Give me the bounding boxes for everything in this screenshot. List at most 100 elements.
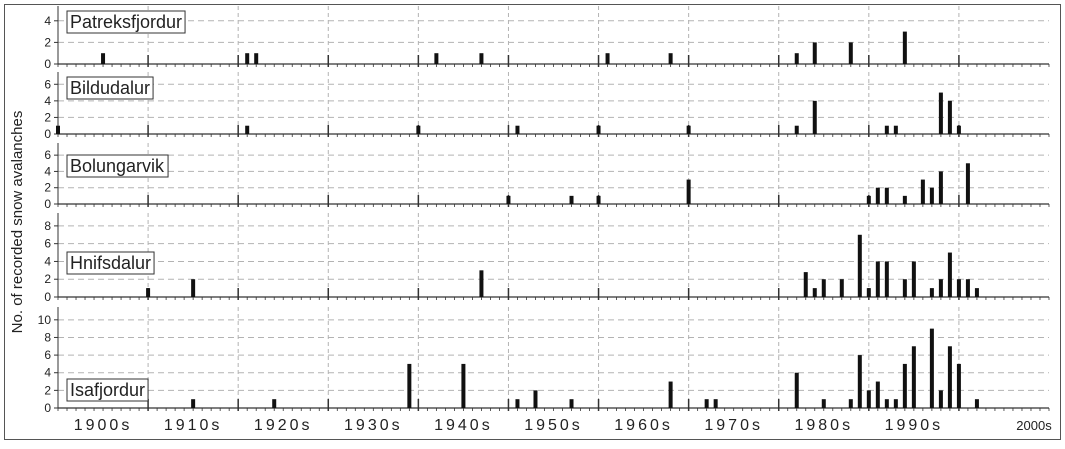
bar [713,399,718,408]
bar [245,53,250,64]
bar [902,363,907,408]
bar [821,279,826,297]
bar [596,195,601,204]
bar [857,355,862,408]
bar [884,399,889,408]
y-tick-label: 2 [44,383,51,397]
bar [929,288,934,297]
bar [875,381,880,408]
y-tick-label: 4 [44,14,51,28]
y-tick-label: 2 [44,35,51,49]
bar [920,179,925,204]
bar [515,125,520,134]
x-axis-labels: 1900s 1910s 1920s 1930s 1940s 1950s 1960s 1970s… [74,417,1052,434]
bar [794,125,799,134]
bar [884,261,889,297]
bar [911,261,916,297]
x-tick-label: 1990s [885,417,944,434]
y-tick-label: 4 [44,366,51,380]
bar [893,125,898,134]
bar [515,399,520,408]
y-tick-label: 0 [44,197,51,211]
bar [947,100,952,134]
x-tick-label: 1950s [524,417,583,434]
y-tick-label: 4 [44,94,51,108]
bar [965,163,970,204]
y-tick-label: 2 [44,110,51,124]
bar [812,42,817,64]
bar [794,372,799,408]
x-tick-label: 1960s [614,417,673,434]
bar [839,279,844,297]
panel-label: Bildudalur [70,78,150,98]
bar [866,288,871,297]
bar [947,252,952,297]
y-axis-label: No. of recorded snow avalanches [9,111,26,334]
bar [461,363,466,408]
y-tick-label: 10 [38,313,52,327]
bar [857,234,862,297]
y-tick-label: 4 [44,164,51,178]
bar [875,261,880,297]
bar [866,195,871,204]
bar [686,179,691,204]
bar [416,125,421,134]
bar [965,279,970,297]
x-tick-label: 1900s [74,417,133,434]
bar [974,288,979,297]
bar [875,187,880,204]
y-tick-label: 2 [44,272,51,286]
bar [893,399,898,408]
bar [974,399,979,408]
bar [191,279,196,297]
panel-hnifsdalur: 0 2 4 6 8 Hnifsdalur [44,213,1050,304]
panel-isafjordur: 0 2 4 6 8 10 Isafjordur [38,307,1050,415]
chart-frame [4,4,1061,440]
bar [947,346,952,408]
bar [803,272,808,297]
bar [884,125,889,134]
panel-label-box [66,251,155,275]
y-tick-label: 8 [44,330,51,344]
y-tick-label: 6 [44,148,51,162]
bar [704,399,709,408]
panel-label: Isafjordur [70,380,145,400]
y-tick-label: 6 [44,348,51,362]
panel-label-box [66,10,186,34]
bar [902,195,907,204]
panel-bildudalur: 0 2 4 6 Bildudalur [44,72,1050,141]
bar [254,53,259,64]
bar [902,31,907,65]
x-tick-label: 1910s [164,417,223,434]
y-tick-label: 0 [44,401,51,415]
bar [812,288,817,297]
panel-label-box [66,154,169,178]
x-tick-label: 1920s [254,417,313,434]
bar [929,328,934,408]
x-tick-label: 1930s [344,417,403,434]
bar [794,53,799,64]
bar [533,390,538,408]
bar [479,270,484,297]
panel-label: Hnifsdalur [70,253,151,273]
bar [884,187,889,204]
bar [938,390,943,408]
y-tick-label: 0 [44,57,51,71]
bar [191,399,196,408]
panel-patreksfjordur: 0 2 4 Patreksfjordur [44,6,1050,71]
y-tick-label: 4 [44,254,51,268]
bar [956,363,961,408]
bar [569,399,574,408]
bar [911,346,916,408]
x-tick-label: 1980s [794,417,853,434]
panel-label: Bolungarvik [70,156,165,176]
bar [668,53,673,64]
bar [101,53,106,64]
bar [938,171,943,204]
bar [686,125,691,134]
panel-label-box [66,378,149,402]
bar [938,92,943,134]
bar [434,53,439,64]
bar [821,399,826,408]
